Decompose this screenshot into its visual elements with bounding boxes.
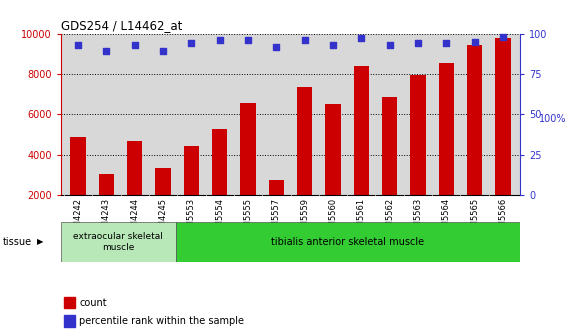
Point — [442, 41, 451, 46]
Text: GSM4245: GSM4245 — [159, 198, 167, 238]
Text: extraocular skeletal
muscle: extraocular skeletal muscle — [73, 232, 163, 252]
Bar — [410, 75, 426, 235]
Bar — [467, 45, 482, 235]
Text: GSM4244: GSM4244 — [130, 198, 139, 238]
Text: GSM5566: GSM5566 — [498, 198, 507, 238]
Point — [328, 42, 338, 48]
Point — [130, 42, 139, 48]
Point — [159, 49, 168, 54]
Text: GSM5557: GSM5557 — [272, 198, 281, 238]
Bar — [175, 222, 520, 262]
Text: GSM5555: GSM5555 — [243, 198, 253, 238]
Point — [187, 41, 196, 46]
Point — [300, 37, 309, 43]
Bar — [127, 141, 142, 235]
Bar — [70, 137, 86, 235]
Bar — [354, 66, 369, 235]
Point — [357, 36, 366, 41]
Point — [470, 39, 479, 44]
Point — [102, 49, 111, 54]
Bar — [184, 146, 199, 235]
Text: GSM5560: GSM5560 — [328, 198, 338, 238]
Text: GSM5554: GSM5554 — [215, 198, 224, 238]
Point — [385, 42, 394, 48]
Text: GSM4243: GSM4243 — [102, 198, 111, 238]
Bar — [439, 63, 454, 235]
Point — [73, 42, 83, 48]
Point — [498, 34, 508, 40]
Point — [413, 41, 422, 46]
Point — [215, 37, 224, 43]
Bar — [64, 315, 75, 327]
Bar — [382, 97, 397, 235]
Bar — [297, 87, 313, 235]
Bar — [268, 180, 284, 235]
Text: GSM5561: GSM5561 — [357, 198, 366, 238]
Text: GDS254 / L14462_at: GDS254 / L14462_at — [61, 19, 182, 33]
Text: ▶: ▶ — [37, 238, 43, 246]
Bar — [64, 297, 75, 308]
Bar — [240, 103, 256, 235]
Text: tibialis anterior skeletal muscle: tibialis anterior skeletal muscle — [271, 237, 425, 247]
Text: GSM4242: GSM4242 — [74, 198, 83, 238]
Text: count: count — [79, 298, 107, 308]
Bar — [99, 174, 114, 235]
Bar — [495, 38, 511, 235]
Text: GSM5562: GSM5562 — [385, 198, 394, 238]
Point — [272, 44, 281, 49]
Text: GSM5563: GSM5563 — [414, 198, 422, 238]
Bar — [325, 104, 341, 235]
Bar — [61, 222, 175, 262]
Text: GSM5564: GSM5564 — [442, 198, 451, 238]
Text: GSM5553: GSM5553 — [187, 198, 196, 238]
Text: GSM5565: GSM5565 — [470, 198, 479, 238]
Point — [243, 37, 253, 43]
Text: percentile rank within the sample: percentile rank within the sample — [79, 317, 244, 326]
Y-axis label: 100%: 100% — [539, 114, 566, 124]
Text: GSM5559: GSM5559 — [300, 198, 309, 238]
Bar — [212, 129, 227, 235]
Text: tissue: tissue — [3, 237, 32, 247]
Bar — [155, 168, 171, 235]
